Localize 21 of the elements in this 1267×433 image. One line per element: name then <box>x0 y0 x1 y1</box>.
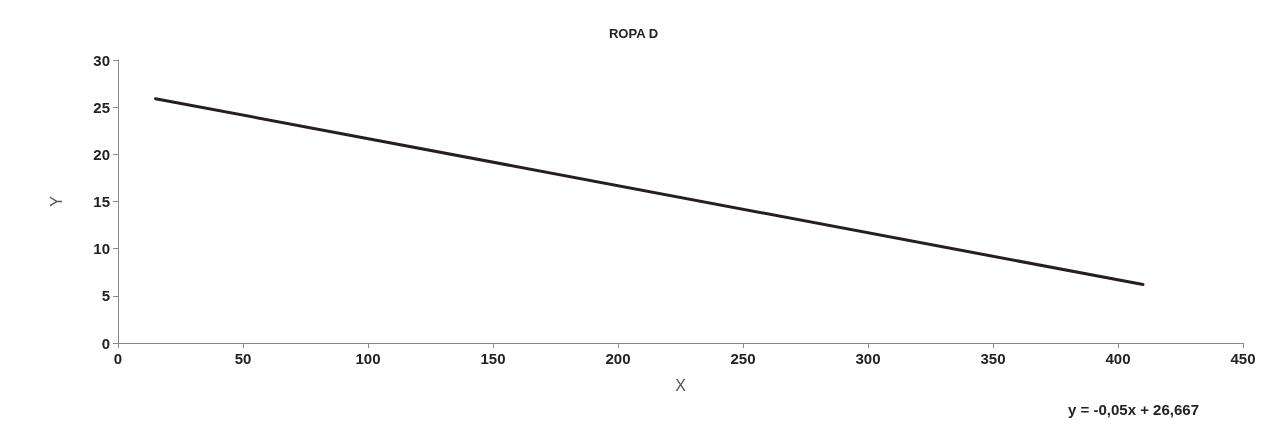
y-tick-label: 25 <box>93 98 110 116</box>
x-tick-label: 150 <box>480 350 506 367</box>
y-axis-title: Y <box>47 195 65 207</box>
y-tick-label: 0 <box>101 334 110 352</box>
x-tick-label: 200 <box>605 350 631 367</box>
x-tick-label: 50 <box>234 350 252 367</box>
y-tick-label: 15 <box>93 193 110 210</box>
x-tick-label: 350 <box>980 350 1006 367</box>
y-tick-label: 20 <box>93 145 110 163</box>
x-tick-label: 450 <box>1230 350 1256 367</box>
y-tick-label: 30 <box>93 51 110 69</box>
x-axis-title: X <box>675 376 687 394</box>
x-tick-label: 0 <box>113 350 123 367</box>
y-tick-label: 10 <box>93 240 110 258</box>
y-tick-label: 5 <box>101 287 110 305</box>
text: y = -0,05x + 26,667 <box>1068 401 1200 418</box>
chart-title: ROPA D <box>608 26 659 41</box>
x-tick-label: 250 <box>730 350 756 367</box>
x-tick-label: 400 <box>1105 350 1131 367</box>
x-tick-label: 100 <box>355 350 381 367</box>
x-tick-label: 300 <box>855 350 881 367</box>
